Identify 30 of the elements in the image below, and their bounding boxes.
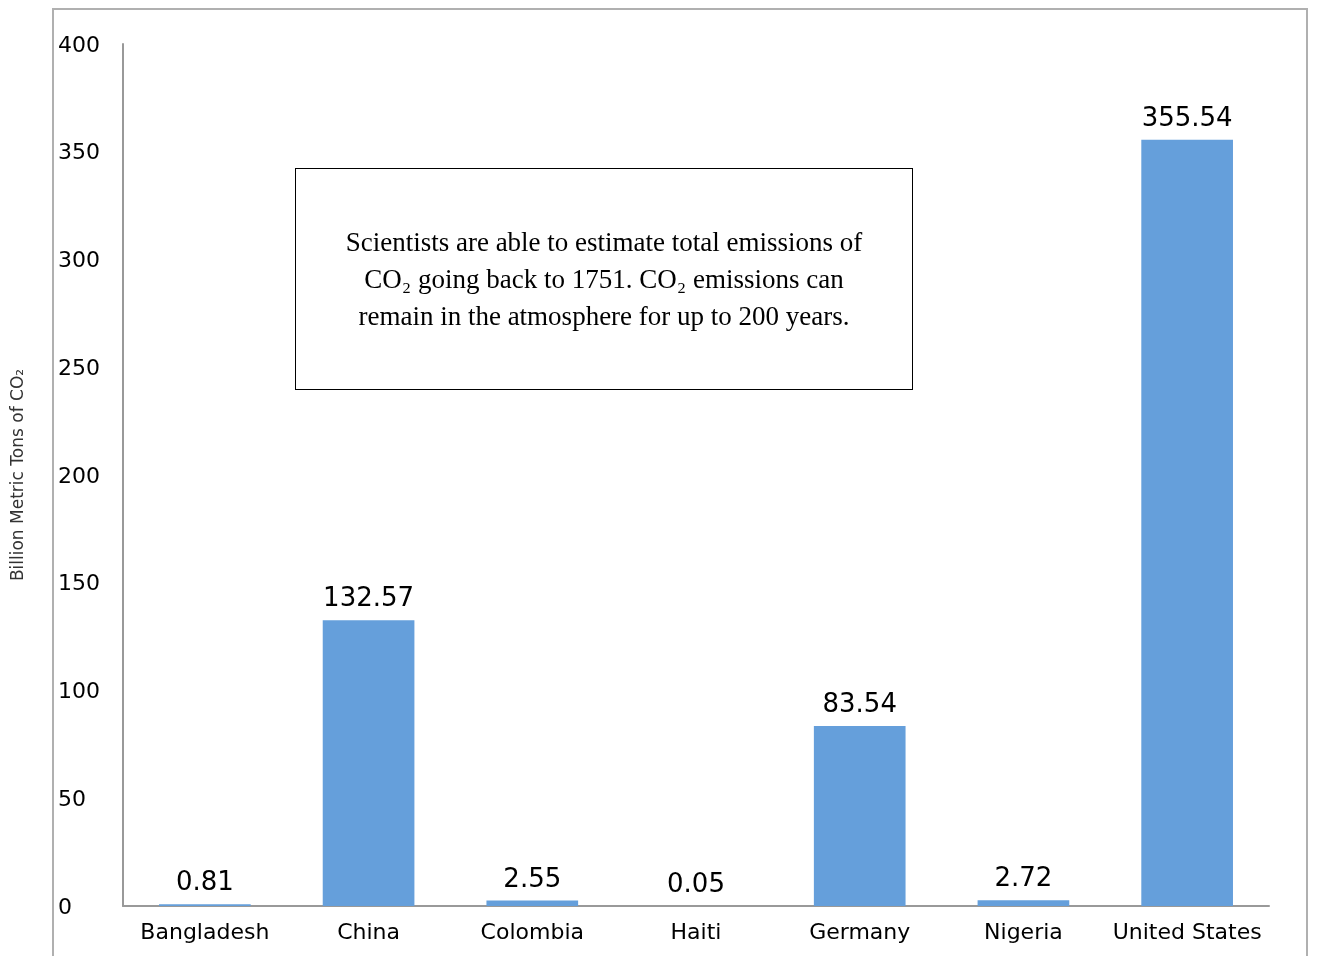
y-tick-label: 350 [58, 139, 100, 165]
data-label: 0.81 [175, 866, 234, 897]
y-tick-label: 400 [58, 31, 100, 57]
bar [486, 900, 579, 906]
x-tick-label: United States [1112, 918, 1262, 944]
bar [813, 725, 906, 906]
x-tick-label: China [337, 918, 400, 944]
text-box: Scientists are able to estimate total emissions of CO₂ going back to 1751. CO₂ emissions can remain in the atmosphere for up to 200 years. [295, 168, 913, 390]
y-tick-label: 150 [58, 570, 100, 596]
data-label: 83.54 [822, 687, 897, 718]
data-label: 132.57 [323, 582, 415, 613]
data-label: 2.55 [503, 862, 562, 893]
data-label: 2.72 [994, 862, 1053, 893]
y-tick-label: 250 [58, 354, 100, 380]
x-tick-label: Nigeria [984, 918, 1063, 944]
x-tick-label: Germany [809, 918, 911, 944]
x-tick-label: Haiti [670, 918, 722, 944]
bar [1141, 139, 1233, 906]
bar [977, 900, 1070, 906]
y-tick-label: 200 [58, 462, 100, 488]
data-label: 0.05 [667, 867, 725, 898]
y-tick-label: 50 [58, 785, 86, 811]
y-tick-label: 0 [58, 893, 72, 919]
y-tick-label: 100 [58, 678, 100, 703]
y-axis-title: Billion Metric Tons of CO₂ [6, 368, 27, 582]
data-label: 355.54 [1141, 101, 1233, 132]
x-tick-label: Colombia [480, 918, 584, 944]
x-tick-label: Bangladesh [140, 918, 270, 944]
y-tick-label: 300 [58, 247, 100, 272]
bar [322, 620, 415, 906]
